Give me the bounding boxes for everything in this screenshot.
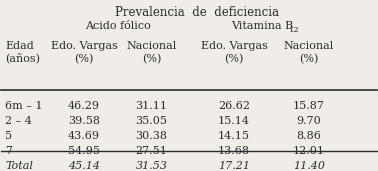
Text: 6m – 1: 6m – 1: [5, 101, 43, 111]
Text: Total: Total: [5, 161, 33, 171]
Text: 30.38: 30.38: [135, 131, 167, 141]
Text: 43.69: 43.69: [68, 131, 100, 141]
Text: 45.14: 45.14: [68, 161, 100, 171]
Text: 27.51: 27.51: [136, 146, 167, 156]
Text: 5: 5: [5, 131, 12, 141]
Text: Edo. Vargas
(%): Edo. Vargas (%): [201, 41, 268, 64]
Text: Acido fólico: Acido fólico: [85, 21, 150, 31]
Text: Nacional
(%): Nacional (%): [284, 41, 334, 64]
Text: Edo. Vargas
(%): Edo. Vargas (%): [51, 41, 118, 64]
Text: 31.11: 31.11: [135, 101, 167, 111]
Text: 8.86: 8.86: [297, 131, 322, 141]
Text: 17.21: 17.21: [218, 161, 250, 171]
Text: Edad
(años): Edad (años): [5, 41, 40, 64]
Text: 39.58: 39.58: [68, 116, 100, 126]
Text: Prevalencia  de  deficiencia: Prevalencia de deficiencia: [115, 6, 279, 19]
Text: 12.01: 12.01: [293, 146, 325, 156]
Text: Vitamina B: Vitamina B: [231, 21, 293, 31]
Text: 11.40: 11.40: [293, 161, 325, 171]
Text: 54.95: 54.95: [68, 146, 100, 156]
Text: 9.70: 9.70: [297, 116, 321, 126]
Text: 35.05: 35.05: [135, 116, 167, 126]
Text: 12: 12: [289, 26, 299, 34]
Text: 46.29: 46.29: [68, 101, 100, 111]
Text: 2 – 4: 2 – 4: [5, 116, 32, 126]
Text: 14.15: 14.15: [218, 131, 250, 141]
Text: 15.87: 15.87: [293, 101, 325, 111]
Text: 31.53: 31.53: [135, 161, 167, 171]
Text: 26.62: 26.62: [218, 101, 250, 111]
Text: 7: 7: [5, 146, 12, 156]
Text: 15.14: 15.14: [218, 116, 250, 126]
Text: 13.68: 13.68: [218, 146, 250, 156]
Text: Nacional
(%): Nacional (%): [126, 41, 177, 64]
